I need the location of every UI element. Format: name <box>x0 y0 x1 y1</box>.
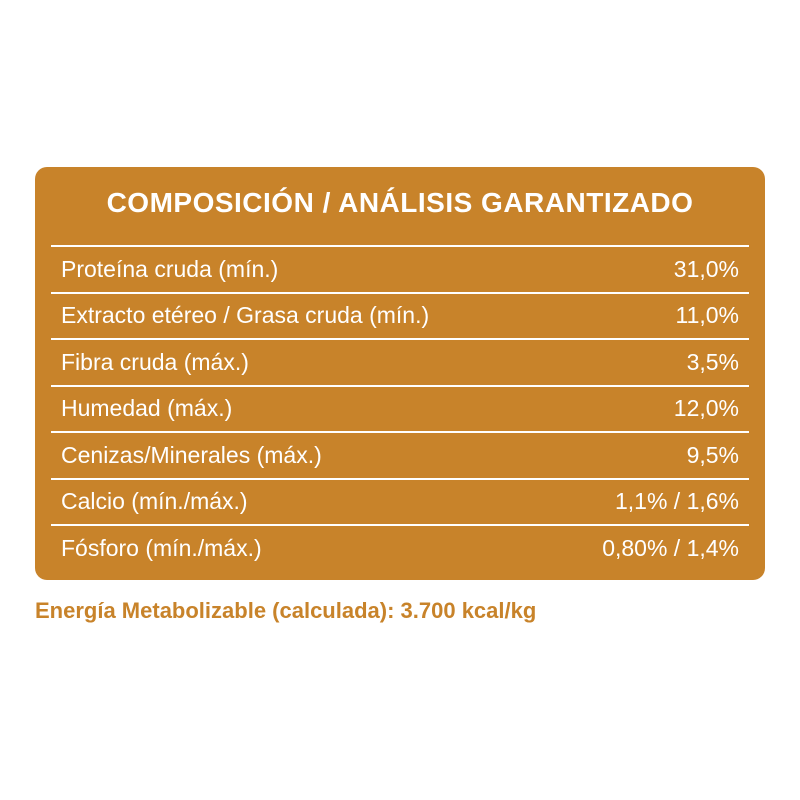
energy-note: Energía Metabolizable (calculada): 3.700… <box>35 598 537 623</box>
nutrient-name: Humedad (máx.) <box>61 395 233 422</box>
table-row: Fibra cruda (máx.) 3,5% <box>51 340 749 387</box>
nutrient-name: Extracto etéreo / Grasa cruda (mín.) <box>61 302 430 329</box>
table-row: Calcio (mín./máx.) 1,1% / 1,6% <box>51 480 749 526</box>
nutrient-value: 31,0% <box>673 255 739 282</box>
table-rows: Proteína cruda (mín.) 31,0% Extracto etére… <box>51 245 749 571</box>
nutrient-value: 0,80% / 1,4% <box>602 534 739 561</box>
analysis-panel: COMPOSICIÓN / ANÁLISIS GARANTIZADO Prote… <box>35 167 765 580</box>
table-title: COMPOSICIÓN / ANÁLISIS GARANTIZADO <box>106 187 694 218</box>
nutrient-value: 1,1% / 1,6% <box>614 488 739 515</box>
nutrient-value: 12,0% <box>673 395 739 422</box>
nutrient-name: Fósforo (mín./máx.) <box>61 534 262 561</box>
table-row: Extracto etéreo / Grasa cruda (mín.) 11,0… <box>51 294 749 340</box>
table-row: Fósforo (mín./máx.) 0,80% / 1,4% <box>51 526 749 571</box>
nutrient-name: Calcio (mín./máx.) <box>61 488 248 515</box>
nutrient-name: Fibra cruda (máx.) <box>61 348 249 375</box>
nutrient-name: Cenizas/Minerales (máx.) <box>61 441 322 468</box>
table-row: Proteína cruda (mín.) 31,0% <box>51 247 749 294</box>
nutrient-value: 9,5% <box>686 441 739 468</box>
table-row: Cenizas/Minerales (máx.) 9,5% <box>51 433 749 480</box>
table-row: Humedad (máx.) 12,0% <box>51 387 749 433</box>
nutrient-name: Proteína cruda (mín.) <box>61 255 279 282</box>
nutrient-value: 11,0% <box>675 302 739 329</box>
nutrient-value: 3,5% <box>686 348 739 375</box>
